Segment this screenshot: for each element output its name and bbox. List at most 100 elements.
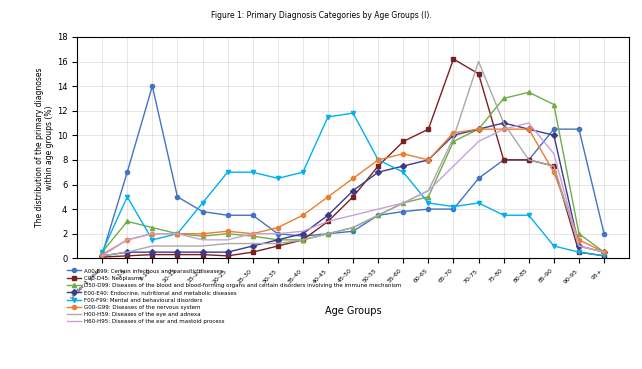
G00-G99: Diseases of the nervous system: (2, 2): Diseases of the nervous system: (2, 2) [148, 231, 156, 236]
E00-E40: Endocrine, nutritional and metabolic diseases: (6, 1): Endocrine, nutritional and metabolic dis… [249, 244, 257, 248]
E00-E40: Endocrine, nutritional and metabolic diseases: (20, 0.5): Endocrine, nutritional and metabolic dis… [600, 250, 608, 254]
G00-G99: Diseases of the nervous system: (5, 2.2): Diseases of the nervous system: (5, 2.2) [224, 229, 232, 234]
A00-B99: Certain infectious and parasitic diseases: (7, 2): Certain infectious and parasitic disease… [274, 231, 282, 236]
H60-H95: Diseases of the ear and mastoid process: (19, 1): Diseases of the ear and mastoid process:… [575, 244, 583, 248]
H00-H59: Diseases of the eye and adnexa: (9, 2): Diseases of the eye and adnexa: (9, 2) [324, 231, 332, 236]
E00-E40: Endocrine, nutritional and metabolic diseases: (5, 0.5): Endocrine, nutritional and metabolic dis… [224, 250, 232, 254]
F00-F99: Mental and behavioural disorders: (14, 4.2): Mental and behavioural disorders: (14, 4… [449, 204, 457, 209]
D50-D99: Diseases of the blood and blood-forming organs and certain disorders involving the immune mechanism: (13, 5): Diseases of the blood and blood-forming … [424, 194, 432, 199]
F00-F99: Mental and behavioural disorders: (5, 7): Mental and behavioural disorders: (5, 7) [224, 170, 232, 175]
E00-E40: Endocrine, nutritional and metabolic diseases: (1, 0.5): Endocrine, nutritional and metabolic dis… [123, 250, 131, 254]
H60-H95: Diseases of the ear and mastoid process: (1, 1.5): Diseases of the ear and mastoid process:… [123, 238, 131, 242]
F00-F99: Mental and behavioural disorders: (6, 7): Mental and behavioural disorders: (6, 7) [249, 170, 257, 175]
E00-E40: Endocrine, nutritional and metabolic diseases: (17, 10.5): Endocrine, nutritional and metabolic dis… [525, 127, 533, 131]
C00-D45: Neoplasms: (0, 0.1): Neoplasms: (0, 0.1) [98, 255, 106, 259]
Y-axis label: The distribution of the primary diagnoses
within age groups (%): The distribution of the primary diagnose… [35, 68, 54, 227]
E00-E40: Endocrine, nutritional and metabolic diseases: (11, 7): Endocrine, nutritional and metabolic dis… [374, 170, 382, 175]
A00-B99: Certain infectious and parasitic diseases: (2, 14): Certain infectious and parasitic disease… [148, 84, 156, 88]
Line: H60-H95: Diseases of the ear and mastoid process: H60-H95: Diseases of the ear and mastoid… [102, 123, 604, 256]
C00-D45: Neoplasms: (10, 5): Neoplasms: (10, 5) [349, 194, 357, 199]
F00-F99: Mental and behavioural disorders: (11, 8): Mental and behavioural disorders: (11, 8… [374, 158, 382, 162]
H60-H95: Diseases of the ear and mastoid process: (5, 1.5): Diseases of the ear and mastoid process:… [224, 238, 232, 242]
E00-E40: Endocrine, nutritional and metabolic diseases: (16, 11): Endocrine, nutritional and metabolic dis… [500, 121, 508, 125]
G00-G99: Diseases of the nervous system: (11, 8): Diseases of the nervous system: (11, 8) [374, 158, 382, 162]
H60-H95: Diseases of the ear and mastoid process: (3, 2): Diseases of the ear and mastoid process:… [173, 231, 181, 236]
H00-H59: Diseases of the eye and adnexa: (7, 1.2): Diseases of the eye and adnexa: (7, 1.2) [274, 241, 282, 246]
A00-B99: Certain infectious and parasitic diseases: (3, 5): Certain infectious and parasitic disease… [173, 194, 181, 199]
A00-B99: Certain infectious and parasitic diseases: (4, 3.8): Certain infectious and parasitic disease… [198, 209, 206, 214]
D50-D99: Diseases of the blood and blood-forming organs and certain disorders involving the immune mechanism: (11, 3.5): Diseases of the blood and blood-forming … [374, 213, 382, 217]
G00-G99: Diseases of the nervous system: (3, 2): Diseases of the nervous system: (3, 2) [173, 231, 181, 236]
H00-H59: Diseases of the eye and adnexa: (15, 16): Diseases of the eye and adnexa: (15, 16) [474, 59, 482, 64]
Line: D50-D99: Diseases of the blood and blood-forming organs and certain disorders involving the immune mechanism: D50-D99: Diseases of the blood and blood… [100, 90, 606, 254]
F00-F99: Mental and behavioural disorders: (2, 1.5): Mental and behavioural disorders: (2, 1.… [148, 238, 156, 242]
H60-H95: Diseases of the ear and mastoid process: (4, 1.5): Diseases of the ear and mastoid process:… [198, 238, 206, 242]
H00-H59: Diseases of the eye and adnexa: (11, 3.5): Diseases of the eye and adnexa: (11, 3.5… [374, 213, 382, 217]
H60-H95: Diseases of the ear and mastoid process: (12, 4.5): Diseases of the ear and mastoid process:… [399, 201, 407, 205]
Line: G00-G99: Diseases of the nervous system: G00-G99: Diseases of the nervous system [100, 127, 606, 257]
Line: A00-B99: Certain infectious and parasitic diseases: A00-B99: Certain infectious and parasiti… [100, 84, 606, 257]
D50-D99: Diseases of the blood and blood-forming organs and certain disorders involving the immune mechanism: (8, 1.5): Diseases of the blood and blood-forming … [299, 238, 307, 242]
H00-H59: Diseases of the eye and adnexa: (13, 5.5): Diseases of the eye and adnexa: (13, 5.5… [424, 189, 432, 193]
G00-G99: Diseases of the nervous system: (17, 10.5): Diseases of the nervous system: (17, 10.… [525, 127, 533, 131]
D50-D99: Diseases of the blood and blood-forming organs and certain disorders involving the immune mechanism: (2, 2.5): Diseases of the blood and blood-forming … [148, 225, 156, 230]
H00-H59: Diseases of the eye and adnexa: (4, 1): Diseases of the eye and adnexa: (4, 1) [198, 244, 206, 248]
F00-F99: Mental and behavioural disorders: (9, 11.5): Mental and behavioural disorders: (9, 11… [324, 115, 332, 119]
C00-D45: Neoplasms: (14, 16.2): Neoplasms: (14, 16.2) [449, 57, 457, 61]
A00-B99: Certain infectious and parasitic diseases: (9, 2): Certain infectious and parasitic disease… [324, 231, 332, 236]
H00-H59: Diseases of the eye and adnexa: (3, 1): Diseases of the eye and adnexa: (3, 1) [173, 244, 181, 248]
D50-D99: Diseases of the blood and blood-forming organs and certain disorders involving the immune mechanism: (19, 2): Diseases of the blood and blood-forming … [575, 231, 583, 236]
A00-B99: Certain infectious and parasitic diseases: (0, 0.3): Certain infectious and parasitic disease… [98, 252, 106, 257]
Line: E00-E40: Endocrine, nutritional and metabolic diseases: E00-E40: Endocrine, nutritional and meta… [100, 121, 606, 258]
E00-E40: Endocrine, nutritional and metabolic diseases: (13, 8): Endocrine, nutritional and metabolic dis… [424, 158, 432, 162]
D50-D99: Diseases of the blood and blood-forming organs and certain disorders involving the immune mechanism: (6, 1.8): Diseases of the blood and blood-forming … [249, 234, 257, 238]
D50-D99: Diseases of the blood and blood-forming organs and certain disorders involving the immune mechanism: (7, 1.5): Diseases of the blood and blood-forming … [274, 238, 282, 242]
H00-H59: Diseases of the eye and adnexa: (17, 8): Diseases of the eye and adnexa: (17, 8) [525, 158, 533, 162]
H00-H59: Diseases of the eye and adnexa: (2, 1): Diseases of the eye and adnexa: (2, 1) [148, 244, 156, 248]
E00-E40: Endocrine, nutritional and metabolic diseases: (0, 0.2): Endocrine, nutritional and metabolic dis… [98, 254, 106, 258]
H60-H95: Diseases of the ear and mastoid process: (15, 9.5): Diseases of the ear and mastoid process:… [474, 139, 482, 144]
H60-H95: Diseases of the ear and mastoid process: (17, 11): Diseases of the ear and mastoid process:… [525, 121, 533, 125]
Text: Figure 1: Primary Diagnosis Categories by Age Groups (I).: Figure 1: Primary Diagnosis Categories b… [211, 11, 431, 20]
D50-D99: Diseases of the blood and blood-forming organs and certain disorders involving the immune mechanism: (20, 0.5): Diseases of the blood and blood-forming … [600, 250, 608, 254]
E00-E40: Endocrine, nutritional and metabolic diseases: (18, 10): Endocrine, nutritional and metabolic dis… [550, 133, 558, 138]
E00-E40: Endocrine, nutritional and metabolic diseases: (3, 0.5): Endocrine, nutritional and metabolic dis… [173, 250, 181, 254]
A00-B99: Certain infectious and parasitic diseases: (17, 8): Certain infectious and parasitic disease… [525, 158, 533, 162]
D50-D99: Diseases of the blood and blood-forming organs and certain disorders involving the immune mechanism: (18, 12.5): Diseases of the blood and blood-forming … [550, 102, 558, 107]
D50-D99: Diseases of the blood and blood-forming organs and certain disorders involving the immune mechanism: (10, 2.5): Diseases of the blood and blood-forming … [349, 225, 357, 230]
A00-B99: Certain infectious and parasitic diseases: (19, 10.5): Certain infectious and parasitic disease… [575, 127, 583, 131]
H60-H95: Diseases of the ear and mastoid process: (2, 2): Diseases of the ear and mastoid process:… [148, 231, 156, 236]
A00-B99: Certain infectious and parasitic diseases: (1, 7): Certain infectious and parasitic disease… [123, 170, 131, 175]
C00-D45: Neoplasms: (17, 8): Neoplasms: (17, 8) [525, 158, 533, 162]
H00-H59: Diseases of the eye and adnexa: (6, 1.2): Diseases of the eye and adnexa: (6, 1.2) [249, 241, 257, 246]
H60-H95: Diseases of the ear and mastoid process: (9, 3): Diseases of the ear and mastoid process:… [324, 219, 332, 224]
A00-B99: Certain infectious and parasitic diseases: (5, 3.5): Certain infectious and parasitic disease… [224, 213, 232, 217]
H00-H59: Diseases of the eye and adnexa: (8, 1.5): Diseases of the eye and adnexa: (8, 1.5) [299, 238, 307, 242]
G00-G99: Diseases of the nervous system: (20, 0.5): Diseases of the nervous system: (20, 0.5… [600, 250, 608, 254]
G00-G99: Diseases of the nervous system: (9, 5): Diseases of the nervous system: (9, 5) [324, 194, 332, 199]
E00-E40: Endocrine, nutritional and metabolic diseases: (4, 0.5): Endocrine, nutritional and metabolic dis… [198, 250, 206, 254]
F00-F99: Mental and behavioural disorders: (7, 6.5): Mental and behavioural disorders: (7, 6.… [274, 176, 282, 180]
H60-H95: Diseases of the ear and mastoid process: (7, 2): Diseases of the ear and mastoid process:… [274, 231, 282, 236]
H60-H95: Diseases of the ear and mastoid process: (8, 2.2): Diseases of the ear and mastoid process:… [299, 229, 307, 234]
G00-G99: Diseases of the nervous system: (0, 0.3): Diseases of the nervous system: (0, 0.3) [98, 252, 106, 257]
D50-D99: Diseases of the blood and blood-forming organs and certain disorders involving the immune mechanism: (3, 2): Diseases of the blood and blood-forming … [173, 231, 181, 236]
D50-D99: Diseases of the blood and blood-forming organs and certain disorders involving the immune mechanism: (4, 1.8): Diseases of the blood and blood-forming … [198, 234, 206, 238]
H00-H59: Diseases of the eye and adnexa: (14, 9.8): Diseases of the eye and adnexa: (14, 9.8… [449, 135, 457, 140]
E00-E40: Endocrine, nutritional and metabolic diseases: (9, 3.5): Endocrine, nutritional and metabolic dis… [324, 213, 332, 217]
H00-H59: Diseases of the eye and adnexa: (19, 1): Diseases of the eye and adnexa: (19, 1) [575, 244, 583, 248]
F00-F99: Mental and behavioural disorders: (19, 0.5): Mental and behavioural disorders: (19, 0… [575, 250, 583, 254]
F00-F99: Mental and behavioural disorders: (20, 0.2): Mental and behavioural disorders: (20, 0… [600, 254, 608, 258]
D50-D99: Diseases of the blood and blood-forming organs and certain disorders involving the immune mechanism: (1, 3): Diseases of the blood and blood-forming … [123, 219, 131, 224]
E00-E40: Endocrine, nutritional and metabolic diseases: (8, 2): Endocrine, nutritional and metabolic dis… [299, 231, 307, 236]
Line: F00-F99: Mental and behavioural disorders: F00-F99: Mental and behavioural disorder… [100, 111, 606, 258]
G00-G99: Diseases of the nervous system: (1, 1.5): Diseases of the nervous system: (1, 1.5) [123, 238, 131, 242]
D50-D99: Diseases of the blood and blood-forming organs and certain disorders involving the immune mechanism: (15, 10.5): Diseases of the blood and blood-forming … [474, 127, 482, 131]
H00-H59: Diseases of the eye and adnexa: (20, 0.5): Diseases of the eye and adnexa: (20, 0.5… [600, 250, 608, 254]
E00-E40: Endocrine, nutritional and metabolic diseases: (15, 10.5): Endocrine, nutritional and metabolic dis… [474, 127, 482, 131]
D50-D99: Diseases of the blood and blood-forming organs and certain disorders involving the immune mechanism: (12, 4.5): Diseases of the blood and blood-forming … [399, 201, 407, 205]
G00-G99: Diseases of the nervous system: (12, 8.5): Diseases of the nervous system: (12, 8.5… [399, 152, 407, 156]
A00-B99: Certain infectious and parasitic diseases: (14, 4): Certain infectious and parasitic disease… [449, 207, 457, 211]
C00-D45: Neoplasms: (1, 0.2): Neoplasms: (1, 0.2) [123, 254, 131, 258]
F00-F99: Mental and behavioural disorders: (4, 4.5): Mental and behavioural disorders: (4, 4.… [198, 201, 206, 205]
